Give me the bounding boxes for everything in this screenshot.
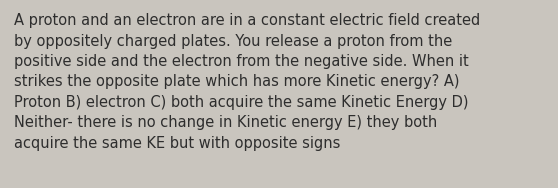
Text: A proton and an electron are in a constant electric field created
by oppositely : A proton and an electron are in a consta… bbox=[14, 13, 480, 151]
